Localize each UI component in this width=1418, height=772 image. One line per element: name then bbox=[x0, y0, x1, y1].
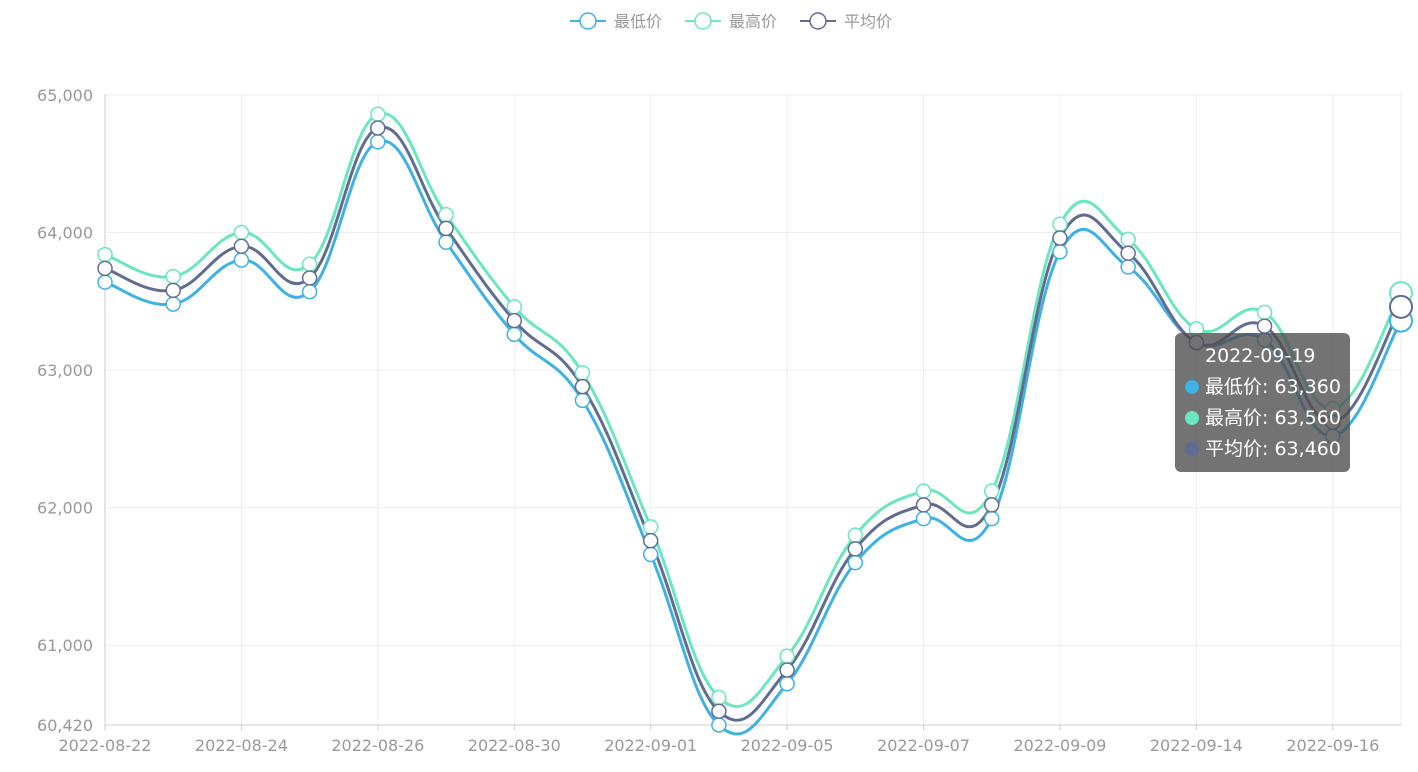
data-point-low bbox=[301, 283, 318, 300]
data-point-high bbox=[915, 483, 932, 499]
legend-label-low: 最低价 bbox=[614, 12, 662, 31]
tooltip-date: 2022-09-19 bbox=[1205, 345, 1316, 367]
x-tick-label: 2022-09-05 bbox=[741, 736, 834, 755]
x-tick-label: 2022-09-16 bbox=[1286, 736, 1379, 755]
x-tick-label: 2022-09-01 bbox=[604, 736, 697, 755]
tooltip: 2022-09-19 最低价: 63,360 最高价: 63,560 平均价: … bbox=[1175, 333, 1350, 472]
data-point-low bbox=[642, 546, 659, 563]
data-point-high bbox=[165, 268, 181, 285]
data-point-avg bbox=[165, 282, 181, 299]
data-point-avg bbox=[711, 703, 727, 719]
data-point-high bbox=[301, 256, 318, 272]
data-point-avg bbox=[915, 497, 932, 513]
tooltip-high-label: 最高价: 63,560 bbox=[1205, 407, 1341, 429]
data-point-high bbox=[574, 365, 591, 381]
x-tick-label: 2022-09-07 bbox=[877, 736, 970, 755]
tooltip-high-dot bbox=[1185, 411, 1199, 425]
y-tick-label: 61,000 bbox=[37, 636, 93, 655]
y-tick-label: 63,000 bbox=[37, 361, 93, 380]
data-point-low bbox=[574, 392, 591, 409]
data-point-avg bbox=[301, 270, 318, 286]
data-point-high bbox=[711, 689, 727, 706]
data-point-low bbox=[983, 510, 1000, 527]
data-point-low bbox=[233, 252, 250, 268]
data-point-high bbox=[1120, 231, 1136, 248]
data-point-avg bbox=[506, 312, 523, 329]
data-point-low bbox=[711, 717, 727, 733]
legend-marker-avg bbox=[809, 12, 827, 30]
tooltip-row-low: 最低价: 63,360 bbox=[1185, 372, 1341, 403]
data-point-avg bbox=[1052, 230, 1068, 246]
data-point-avg bbox=[779, 662, 795, 678]
data-point-low bbox=[506, 326, 523, 343]
x-tick-label: 2022-08-26 bbox=[331, 736, 424, 755]
legend-label-avg: 平均价 bbox=[844, 12, 892, 31]
data-point-high bbox=[1256, 304, 1273, 321]
data-point-low bbox=[915, 510, 932, 527]
tooltip-avg-label: 平均价: 63,460 bbox=[1205, 438, 1341, 460]
data-point-avg bbox=[438, 220, 454, 237]
data-point-avg bbox=[642, 532, 659, 549]
data-point-avg bbox=[97, 260, 113, 277]
data-point-low bbox=[438, 234, 454, 250]
data-point-high bbox=[642, 519, 659, 535]
tooltip-low-dot bbox=[1185, 380, 1199, 394]
y-tick-label: 65,000 bbox=[37, 86, 93, 105]
data-point-high bbox=[847, 527, 864, 543]
x-tick-label: 2022-08-22 bbox=[59, 736, 152, 755]
legend-marker-high bbox=[694, 12, 712, 30]
data-point-avg bbox=[847, 541, 864, 557]
data-point-low bbox=[847, 554, 864, 571]
data-point-avg bbox=[370, 120, 386, 136]
y-tick-label: 62,000 bbox=[37, 499, 93, 518]
data-point-low bbox=[779, 675, 795, 692]
legend-label-high: 最高价 bbox=[729, 12, 777, 31]
legend-marker-low bbox=[579, 12, 597, 30]
data-point-low bbox=[1052, 244, 1068, 260]
data-point-high bbox=[983, 483, 1000, 499]
x-tick-label: 2022-09-14 bbox=[1150, 736, 1243, 755]
y-tick-label: 60,420 bbox=[37, 716, 93, 735]
data-point-low bbox=[1120, 259, 1136, 275]
data-point-high bbox=[438, 206, 454, 223]
x-tick-label: 2022-09-09 bbox=[1013, 736, 1106, 755]
data-point-high bbox=[779, 648, 795, 664]
tooltip-avg-dot bbox=[1185, 442, 1199, 456]
y-tick-label: 64,000 bbox=[37, 224, 93, 243]
data-point-high bbox=[1052, 216, 1068, 233]
data-point-avg bbox=[1256, 318, 1273, 334]
data-point-high bbox=[97, 246, 113, 263]
data-point-avg bbox=[233, 238, 250, 255]
legend: 最低价 最高价 平均价 bbox=[570, 12, 892, 31]
tooltip-row-high: 最高价: 63,560 bbox=[1185, 403, 1341, 434]
x-tick-label: 2022-08-30 bbox=[468, 736, 561, 755]
data-point-low bbox=[97, 274, 113, 290]
tooltip-row-avg: 平均价: 63,460 bbox=[1185, 434, 1341, 465]
data-point-high bbox=[506, 299, 523, 315]
data-point-low bbox=[370, 134, 386, 150]
data-point-low bbox=[165, 296, 181, 312]
data-point-avg bbox=[574, 378, 591, 395]
data-point-avg bbox=[1120, 245, 1136, 261]
data-point-avg bbox=[1389, 294, 1413, 319]
data-point-high bbox=[233, 224, 250, 241]
data-point-avg bbox=[983, 497, 1000, 513]
data-point-high bbox=[370, 106, 386, 123]
x-tick-label: 2022-08-24 bbox=[195, 736, 288, 755]
tooltip-low-label: 最低价: 63,360 bbox=[1205, 376, 1341, 398]
